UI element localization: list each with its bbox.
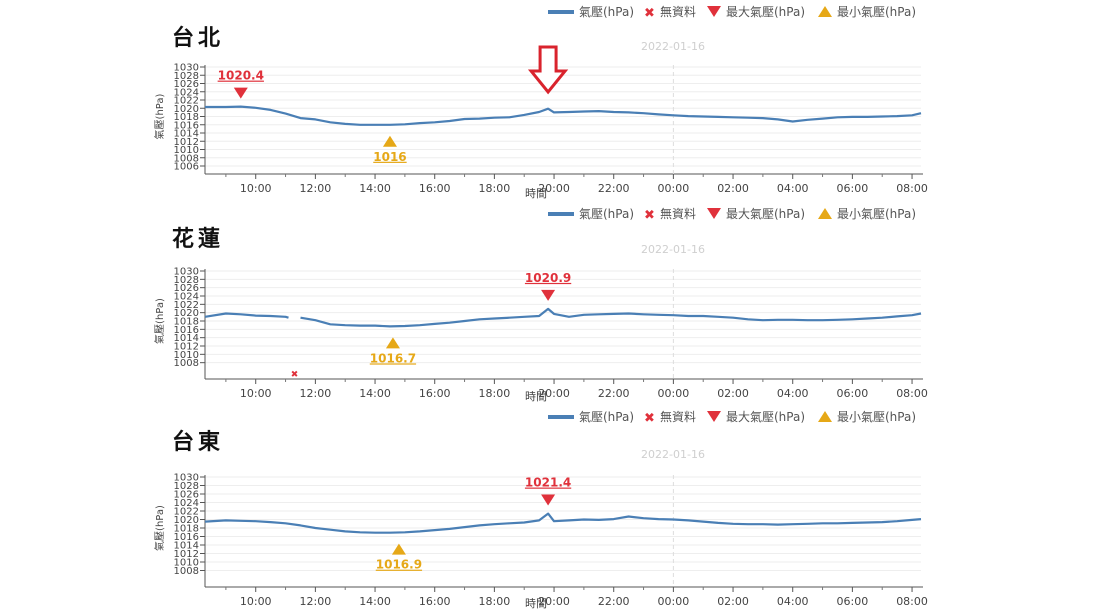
x-tick-label: 16:00 (419, 595, 451, 608)
legend-max-label: 最大氣壓(hPa) (726, 5, 805, 19)
y-axis-label: 氣壓(hPa) (153, 93, 166, 139)
legend-missing-label: 無資料 (660, 206, 696, 221)
pressure-line (205, 514, 921, 533)
x-tick-label: 14:00 (359, 595, 391, 608)
y-tick-label: 1030 (174, 473, 199, 484)
date-label: 2022-01-16 (641, 243, 705, 256)
min-triangle-icon (818, 208, 832, 219)
y-axis-label: 氣壓(hPa) (153, 505, 166, 551)
x-tick-label: 10:00 (240, 595, 272, 608)
x-tick-label: 22:00 (598, 595, 630, 608)
max-triangle-icon (707, 208, 721, 219)
min-value-label: 1016 (373, 150, 406, 164)
max-triangle-icon (707, 411, 721, 422)
x-tick-label: 12:00 (300, 595, 332, 608)
x-tick-label: 18:00 (479, 595, 511, 608)
x-tick-label: 18:00 (479, 387, 511, 400)
missing-icon: ✖ (644, 411, 655, 426)
pressure-chart-taitung: 氣壓(hPa) ✖ 無資料 最大氣壓(hPa) 最小氣壓(hPa) 2022-01-16 1… (0, 406, 1093, 615)
x-axis-label: 時間 (525, 187, 547, 200)
x-tick-label: 04:00 (777, 182, 809, 195)
y-axis-label: 氣壓(hPa) (153, 298, 166, 344)
x-tick-label: 04:00 (777, 387, 809, 400)
highlight-arrow-icon (531, 47, 565, 92)
y-tick-label: 1030 (174, 267, 199, 278)
x-tick-label: 08:00 (896, 182, 928, 195)
legend-min-label: 最小氣壓(hPa) (837, 410, 916, 424)
pressure-chart-taipei: 氣壓(hPa) ✖ 無資料 最大氣壓(hPa) 最小氣壓(hPa) 2022-01-16 1… (0, 0, 1093, 205)
max-value-label: 1020.9 (525, 271, 571, 285)
x-tick-label: 00:00 (658, 182, 690, 195)
x-tick-label: 14:00 (359, 182, 391, 195)
x-tick-label: 10:00 (240, 182, 272, 195)
min-value-label: 1016.7 (370, 351, 416, 365)
x-tick-label: 08:00 (896, 387, 928, 400)
min-value-label: 1016.9 (376, 558, 422, 572)
x-tick-label: 06:00 (837, 387, 869, 400)
max-marker (541, 495, 555, 506)
legend-series-label: 氣壓(hPa) (579, 207, 634, 221)
missing-data-marker: ✖ (291, 370, 299, 380)
x-tick-label: 16:00 (419, 182, 451, 195)
x-tick-label: 04:00 (777, 595, 809, 608)
x-tick-label: 12:00 (300, 182, 332, 195)
chart-panel-hualien: 花蓮 氣壓(hPa) ✖ 無資料 最大氣壓(hPa) 最小氣壓(hPa) 2022-01-… (0, 203, 1093, 408)
legend-series-label: 氣壓(hPa) (579, 5, 634, 19)
chart-panel-taitung: 台東 氣壓(hPa) ✖ 無資料 最大氣壓(hPa) 最小氣壓(hPa) 2022-01-… (0, 406, 1093, 615)
x-axis-label: 時間 (525, 390, 547, 403)
x-tick-label: 22:00 (598, 182, 630, 195)
y-tick-label: 1030 (174, 63, 199, 74)
max-marker (234, 88, 248, 99)
legend-missing-label: 無資料 (660, 409, 696, 424)
legend-max-label: 最大氣壓(hPa) (726, 207, 805, 221)
max-marker (541, 290, 555, 301)
pressure-chart-hualien: 氣壓(hPa) ✖ 無資料 最大氣壓(hPa) 最小氣壓(hPa) 2022-01-16 1… (0, 203, 1093, 408)
min-triangle-icon (818, 411, 832, 422)
x-tick-label: 02:00 (717, 182, 749, 195)
x-tick-label: 02:00 (717, 595, 749, 608)
legend-max-label: 最大氣壓(hPa) (726, 410, 805, 424)
legend-series-label: 氣壓(hPa) (579, 410, 634, 424)
missing-icon: ✖ (644, 208, 655, 223)
x-tick-label: 22:00 (598, 387, 630, 400)
legend-min-label: 最小氣壓(hPa) (837, 5, 916, 19)
date-label: 2022-01-16 (641, 448, 705, 461)
x-tick-label: 14:00 (359, 387, 391, 400)
x-tick-label: 06:00 (837, 182, 869, 195)
max-triangle-icon (707, 6, 721, 17)
x-tick-label: 18:00 (479, 182, 511, 195)
max-value-label: 1021.4 (525, 476, 571, 490)
x-tick-label: 00:00 (658, 387, 690, 400)
pressure-line (205, 107, 921, 125)
x-tick-label: 02:00 (717, 387, 749, 400)
x-tick-label: 00:00 (658, 595, 690, 608)
x-tick-label: 06:00 (837, 595, 869, 608)
x-tick-label: 10:00 (240, 387, 272, 400)
legend-missing-label: 無資料 (660, 4, 696, 19)
x-tick-label: 16:00 (419, 387, 451, 400)
chart-panel-taipei: 台北 氣壓(hPa) ✖ 無資料 最大氣壓(hPa) 最小氣壓(hPa) 2022-01-… (0, 0, 1093, 205)
max-value-label: 1020.4 (218, 69, 264, 83)
min-triangle-icon (818, 6, 832, 17)
x-axis-label: 時間 (525, 597, 547, 610)
legend-min-label: 最小氣壓(hPa) (837, 207, 916, 221)
x-tick-label: 12:00 (300, 387, 332, 400)
missing-icon: ✖ (644, 6, 655, 21)
pressure-line (205, 309, 921, 327)
x-tick-label: 08:00 (896, 595, 928, 608)
date-label: 2022-01-16 (641, 40, 705, 53)
min-marker (386, 337, 400, 348)
